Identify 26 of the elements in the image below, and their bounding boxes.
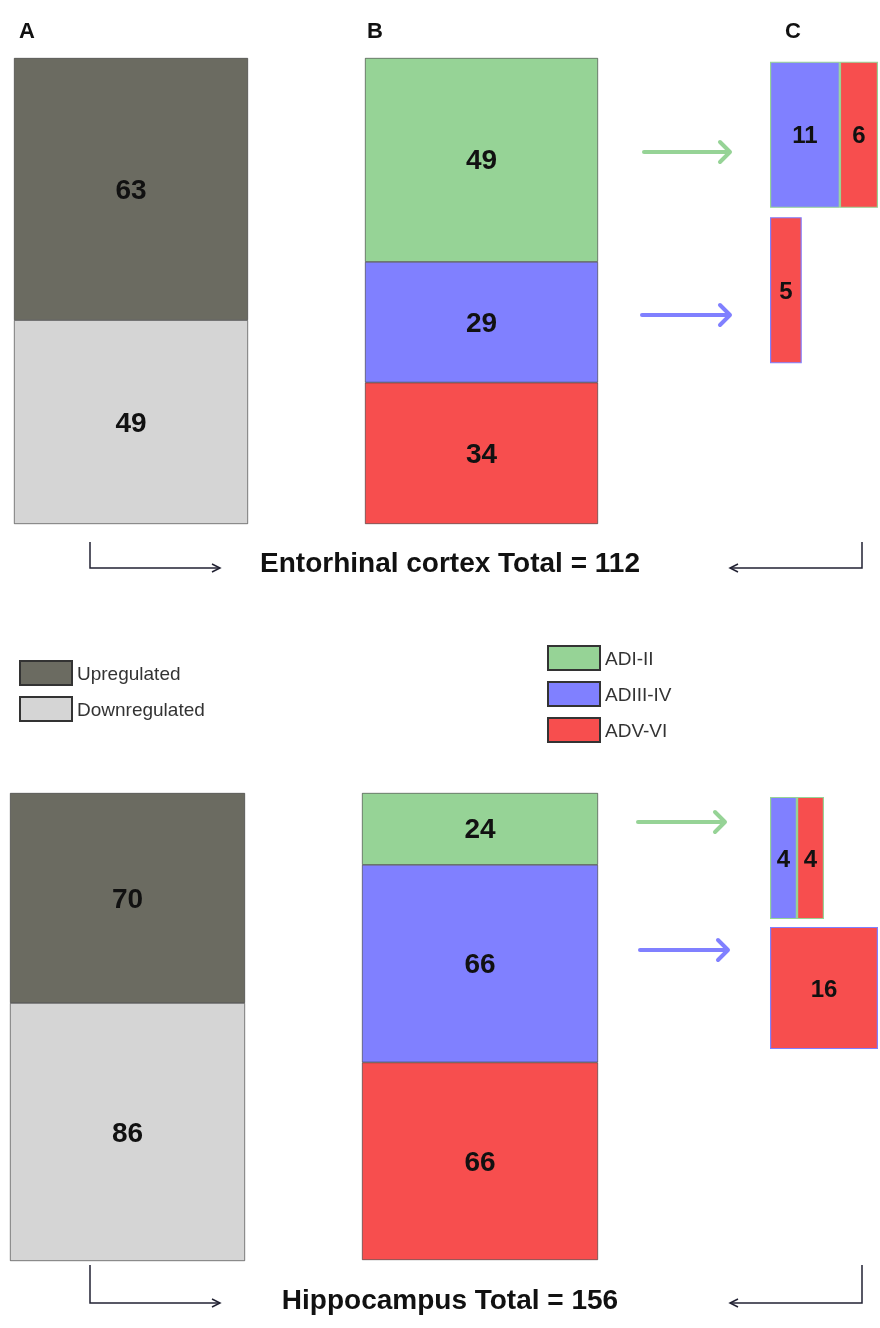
data-label: 49 [465, 144, 498, 176]
data-label: 34 [465, 437, 498, 469]
legend-label: ADIII-IV [605, 683, 672, 705]
data-label: 49 [115, 406, 147, 438]
data-label: 4 [776, 844, 791, 872]
text: Entorhinal cortex Total = 112 [260, 546, 640, 578]
data-label: 29 [465, 306, 498, 338]
data-label: 63 [115, 173, 147, 205]
data-label: 70 [111, 882, 144, 914]
chart-title: B [367, 17, 383, 43]
data-label: 66 [464, 1145, 496, 1177]
data-label: 11 [792, 121, 818, 149]
data-label: 5 [779, 276, 793, 304]
chart-title: C [785, 17, 801, 43]
data-label: 16 [810, 974, 838, 1002]
data-label: 4 [803, 844, 818, 872]
data-label: 24 [464, 813, 496, 845]
legend-label: ADV-VI [605, 719, 668, 741]
data-label: 6 [852, 121, 866, 149]
data-label: 66 [464, 948, 496, 980]
legend-label: Upregulated [77, 662, 181, 684]
data-label: 86 [111, 1116, 144, 1148]
legend-label: ADI-II [605, 647, 654, 669]
text: Hippocampus Total = 156 [281, 1283, 619, 1315]
legend-label: Downregulated [77, 698, 205, 720]
chart-title: A [19, 17, 35, 43]
